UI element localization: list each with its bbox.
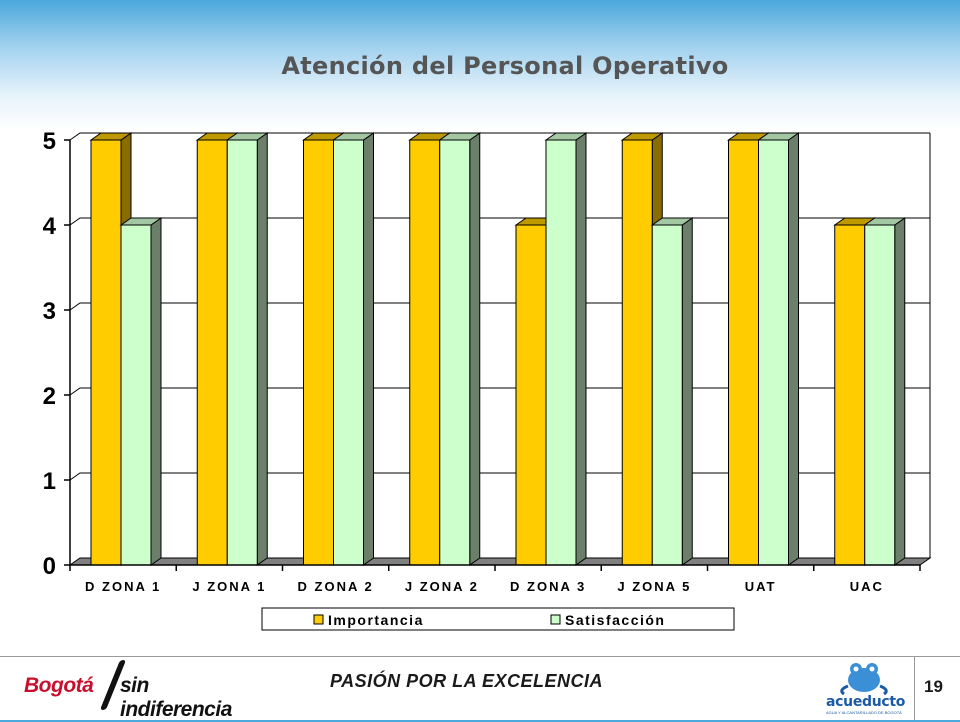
bar-satisfacción: [119, 217, 163, 566]
bar-satisfacción: [756, 132, 801, 566]
x-tick-label: UAT: [745, 579, 777, 594]
legend-box: [261, 607, 735, 631]
x-tick-label: D ZONA 1: [85, 579, 161, 594]
bogota-logo: Bogotá sin indiferencia: [18, 660, 238, 721]
bar-front: [515, 224, 547, 566]
y-tick-label: 5: [43, 128, 56, 155]
footer-divider: [0, 656, 960, 657]
legend-swatch: [550, 614, 561, 625]
bar-side: [788, 132, 799, 566]
legend-label: Importancia: [328, 612, 424, 628]
bar-side: [469, 132, 481, 566]
x-tick-label: UAC: [850, 579, 884, 594]
y-tick-label: 4: [43, 213, 57, 240]
bar-front: [409, 139, 441, 566]
bar-satisfacción: [863, 217, 907, 566]
page-number: 19: [924, 677, 943, 696]
x-tick-label: D ZONA 2: [298, 579, 374, 594]
acueducto-logo: acueducto AGUA Y ALCANTARILLADO DE BOGOT…: [826, 660, 906, 716]
x-tick-label: J ZONA 2: [405, 579, 479, 594]
bar-front: [758, 139, 789, 566]
bar-side: [363, 132, 374, 566]
acueducto-logo-subtext: AGUA Y ALCANTARILLADO DE BOGOTÁ: [826, 710, 902, 715]
bar-front: [120, 224, 152, 566]
bar-satisfacción: [331, 132, 376, 566]
legend-swatch: [313, 614, 324, 625]
x-tick-label: D ZONA 3: [510, 579, 586, 594]
bar-front: [834, 224, 866, 566]
bar-satisfacción: [438, 132, 482, 566]
chart-title: Atención del Personal Operativo: [281, 52, 729, 80]
y-tick-label: 1: [43, 468, 56, 495]
logo-text-bogota: Bogotá: [24, 674, 94, 697]
bar-side: [150, 217, 162, 566]
bar-side: [575, 132, 587, 566]
bar-front: [651, 224, 683, 566]
bar-satisfacción: [650, 217, 694, 566]
bar-satisfacción: [544, 132, 588, 566]
y-tick-label: 0: [43, 553, 56, 580]
bar-front: [196, 139, 228, 566]
bar-front: [90, 139, 122, 566]
plot-back-wall: [70, 133, 930, 565]
acueducto-logo-text: acueducto: [826, 694, 906, 710]
bar-front: [864, 224, 896, 566]
frog-icon: [840, 663, 888, 696]
bar-front: [545, 139, 577, 566]
bar-importancia: [620, 132, 664, 566]
footer-slogan: PASIÓN POR LA EXCELENCIA: [330, 671, 604, 691]
legend-label: Satisfacción: [565, 612, 665, 628]
bar-side: [256, 132, 268, 566]
bar-front: [728, 139, 759, 566]
bar-satisfacción: [225, 132, 269, 566]
x-tick-label: J ZONA 1: [192, 579, 266, 594]
bar-chart: 0 1 2 3 4 5 D ZONA 1 J ZONA 1 D ZONA 2 J ZONA 2 D …: [43, 128, 932, 631]
y-tick-label: 2: [43, 383, 56, 410]
bar-front: [621, 139, 653, 566]
bar-side: [894, 217, 906, 566]
bar-front: [303, 139, 334, 566]
chart-legend: Importancia Satisfacción: [261, 607, 735, 631]
bar-front: [333, 139, 364, 566]
bar-front: [226, 139, 258, 566]
y-tick-label: 3: [43, 298, 56, 325]
x-tick-label: J ZONA 5: [617, 579, 691, 594]
bar-front: [439, 139, 471, 566]
bar-side: [681, 217, 693, 566]
footer-divider-vertical: [914, 656, 915, 720]
logo-text-sin-indiferencia: sin indiferencia: [120, 674, 232, 721]
